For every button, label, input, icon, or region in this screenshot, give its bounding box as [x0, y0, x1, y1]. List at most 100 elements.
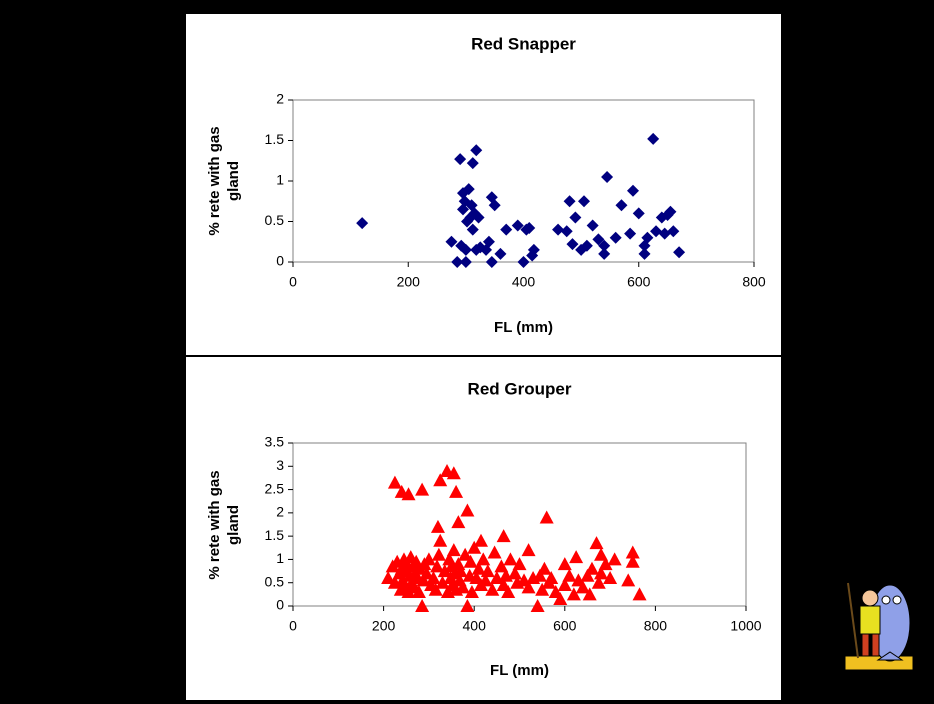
scatter-point — [458, 547, 473, 561]
scatter-point — [580, 568, 595, 582]
scatter-point — [485, 256, 498, 268]
scatter-point — [638, 247, 651, 260]
scatter-point — [496, 529, 511, 543]
scatter-point — [401, 487, 416, 501]
x-tick-label: 800 — [644, 618, 668, 634]
x-tick-label: 600 — [553, 618, 577, 634]
scatter-point — [521, 580, 536, 594]
scatter-point — [482, 235, 495, 248]
scatter-point — [411, 585, 426, 599]
scatter-point — [456, 203, 469, 216]
y-tick-label: 3 — [276, 457, 284, 473]
scatter-point — [607, 552, 622, 566]
y-tick-label: 2 — [276, 91, 284, 107]
x-tick-label: 200 — [397, 274, 421, 290]
scatter-point — [557, 557, 572, 571]
y-axis-label: % rete with gas — [206, 470, 223, 579]
scatter-point — [626, 184, 639, 197]
scatter-point — [459, 256, 472, 268]
scatter-point — [615, 199, 628, 212]
x-tick-label: 0 — [289, 618, 297, 634]
y-tick-label: 0 — [276, 253, 284, 269]
scatter-point — [487, 545, 502, 559]
scatter-point — [462, 183, 475, 196]
x-tick-label: 1000 — [730, 618, 761, 634]
chart-title: Red Grouper — [468, 379, 572, 398]
scatter-point — [624, 227, 637, 240]
scatter-point — [566, 238, 579, 251]
scatter-point — [476, 552, 491, 566]
scatter-point — [433, 533, 448, 547]
scatter-point — [535, 582, 550, 596]
scatter-point — [632, 207, 645, 220]
scatter-point — [503, 552, 518, 566]
scatter-point — [459, 243, 472, 256]
scatter-point — [566, 587, 581, 601]
scatter-point — [451, 515, 466, 529]
scatter-point — [428, 582, 443, 596]
scatter-point — [594, 547, 609, 561]
x-axis-label: FL (mm) — [494, 319, 553, 336]
scatter-point — [485, 582, 500, 596]
scatter-point — [494, 247, 507, 260]
scatter-point — [673, 246, 686, 259]
scatter-point — [430, 559, 445, 573]
plot-frame — [292, 442, 747, 607]
scatter-point — [601, 170, 614, 183]
scatter-point — [563, 195, 576, 208]
scatter-point — [532, 568, 547, 582]
scatter-point — [609, 231, 622, 244]
scatter-point — [435, 575, 450, 589]
scatter-point — [650, 225, 663, 238]
y-tick-label: 1.5 — [265, 131, 285, 147]
clipart — [844, 582, 914, 671]
scatter-point — [667, 225, 680, 238]
scatter-point — [521, 543, 536, 557]
scatter-point — [381, 571, 396, 585]
scatter-point — [625, 554, 640, 568]
scatter-point — [539, 510, 554, 524]
scatter-point — [580, 239, 593, 252]
scatter-point — [466, 157, 479, 170]
scatter-point — [415, 599, 430, 612]
scatter-point — [437, 564, 452, 578]
scatter-point — [463, 554, 478, 568]
scatter-point — [460, 503, 475, 517]
y-tick-label: 0.5 — [265, 573, 285, 589]
x-tick-label: 800 — [742, 274, 766, 290]
scatter-point — [537, 561, 552, 575]
scatter-point — [592, 233, 605, 246]
scatter-point — [527, 243, 540, 256]
scatter-point — [523, 221, 536, 234]
chart-panel — [186, 14, 781, 355]
scatter-point — [544, 571, 559, 585]
y-tick-label: 1.5 — [265, 527, 285, 543]
scatter-point — [641, 231, 654, 244]
scatter-point — [553, 592, 568, 606]
scatter-point — [501, 585, 516, 599]
scatter-point — [445, 235, 458, 248]
scatter-point — [460, 599, 475, 612]
scatter-point — [575, 580, 590, 594]
scatter-point — [451, 256, 464, 268]
scatter-point — [478, 573, 493, 587]
y-tick-label: 1 — [276, 550, 284, 566]
scatter-point — [598, 557, 613, 571]
scatter-point — [454, 153, 467, 166]
scatter-point — [621, 573, 636, 587]
scatter-point — [433, 473, 448, 487]
scatter-point — [472, 211, 485, 224]
scatter-point — [512, 557, 527, 571]
scatter-point — [530, 599, 545, 612]
scatter-point — [664, 205, 677, 218]
scatter-point — [511, 219, 524, 232]
scatter-point — [517, 256, 530, 268]
y-tick-label: 2 — [276, 504, 284, 520]
scatter-point — [552, 223, 565, 236]
y-tick-label: 1 — [276, 172, 284, 188]
scatter-point — [562, 568, 577, 582]
scatter-point — [647, 132, 660, 145]
y-tick-label: 3.5 — [265, 434, 285, 450]
scatter-point — [591, 575, 606, 589]
